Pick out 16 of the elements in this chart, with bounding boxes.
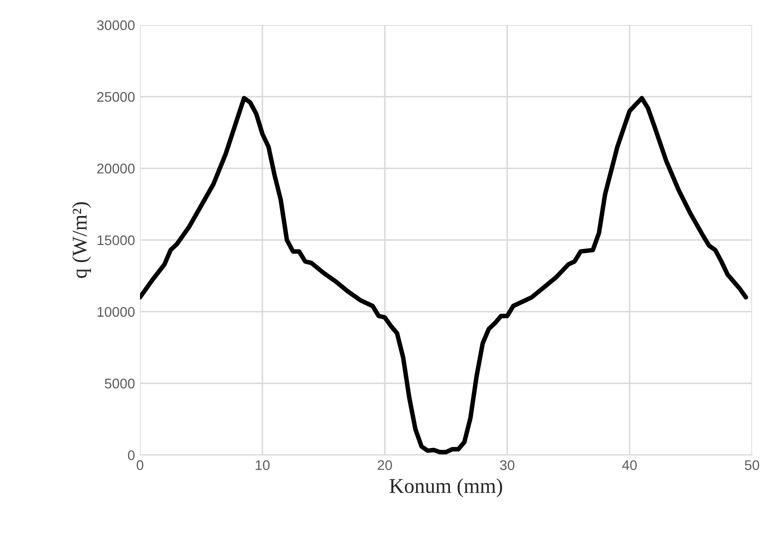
x-tick-label: 10 [256,460,270,470]
x-axis-title: Konum (mm) [390,478,502,498]
x-tick-label: 0 [136,460,144,470]
y-tick-label: 15000 [98,235,135,246]
y-tick-label: 5000 [104,378,135,389]
y-axis-title: q (W/m²) [72,202,91,278]
x-tick-label: 20 [378,460,392,470]
y-tick-label: 20000 [97,164,135,174]
x-tick-label: 30 [500,460,514,470]
y-tick-label: 0 [128,450,135,460]
y-tick-label: 10000 [98,307,135,317]
line-series [140,96,748,454]
x-tick-label: 50 [744,460,760,470]
x-tick-label: 40 [622,460,637,470]
y-tick-label: 25000 [97,92,135,102]
y-tick-label: 30000 [97,20,135,30]
